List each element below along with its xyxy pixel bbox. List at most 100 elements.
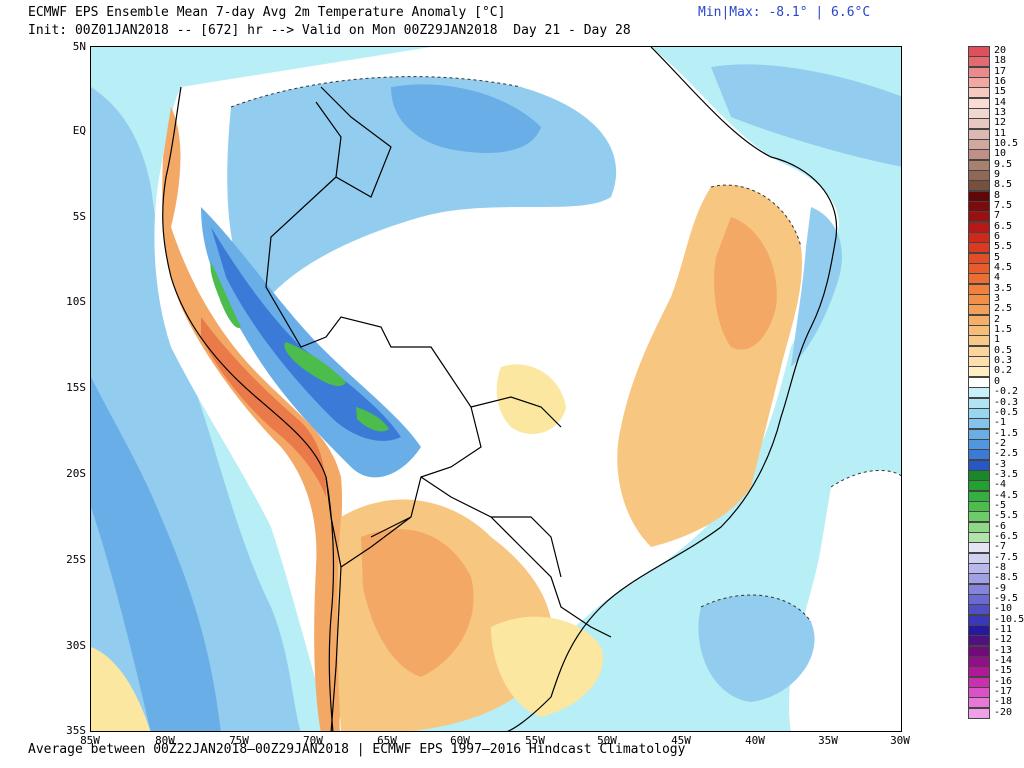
andes-deep-cool <box>211 227 401 441</box>
legend-label: 0.2 <box>994 365 1013 377</box>
legend-label: -3.5 <box>994 468 1019 480</box>
lon-label: 85W <box>80 734 100 747</box>
pacific-warm-patch <box>91 647 151 731</box>
lon-label: 50W <box>597 734 617 747</box>
legend-swatch <box>968 170 990 182</box>
legend-label: 6.5 <box>994 220 1013 232</box>
legend-label: -0.3 <box>994 396 1019 408</box>
legend-label: -1 <box>994 417 1007 429</box>
legend-label: -7 <box>994 541 1007 553</box>
legend-label: -13 <box>994 644 1013 656</box>
legend-swatch <box>968 149 990 161</box>
andes-green-extreme-south <box>284 342 346 387</box>
legend-swatch <box>968 604 990 616</box>
legend-swatch <box>968 56 990 68</box>
legend-label: 8.5 <box>994 179 1013 191</box>
legend-swatch <box>968 676 990 688</box>
lon-label: 40W <box>745 734 765 747</box>
atlantic-blue-patch <box>698 595 815 702</box>
legend-swatch <box>968 118 990 130</box>
pacific-anomaly-deep <box>91 377 221 731</box>
legend-swatch <box>968 273 990 285</box>
legend-label: -3 <box>994 458 1007 470</box>
lat-label: EQ <box>72 124 86 137</box>
legend-swatch <box>968 542 990 554</box>
legend-swatch <box>968 356 990 368</box>
legend-swatch <box>968 108 990 120</box>
legend-label: -6 <box>994 520 1007 532</box>
legend-label: 12 <box>994 117 1007 129</box>
coastal-hot-core <box>201 317 326 497</box>
northeast-coast-cool <box>791 207 842 367</box>
legend-label: 17 <box>994 65 1007 77</box>
lat-label: 35S <box>66 724 86 737</box>
legend-label: 10.5 <box>994 138 1019 150</box>
legend-label: -8.5 <box>994 572 1019 584</box>
legend-label: -20 <box>994 706 1013 718</box>
legend-swatch <box>968 366 990 378</box>
legend-swatch <box>968 387 990 399</box>
amazon-cool-core <box>391 84 541 153</box>
atlantic-pale-region <box>788 470 901 731</box>
legend-label: 0.5 <box>994 344 1013 356</box>
legend-label: -4 <box>994 479 1007 491</box>
atlantic-blue-patch-north <box>711 64 901 167</box>
legend-label: 8 <box>994 189 1001 201</box>
country-borders <box>265 86 612 731</box>
coastal-warm-band <box>162 107 343 731</box>
legend-swatch <box>968 263 990 275</box>
min-max-readout: Min|Max: -8.1° | 6.6°C <box>698 5 871 20</box>
legend-label: 11 <box>994 127 1007 139</box>
legend-label: 1 <box>994 334 1001 346</box>
legend-label: -6.5 <box>994 530 1019 542</box>
east-brazil-warm-core <box>714 217 777 350</box>
lat-label: 25S <box>66 553 86 566</box>
init-valid-subtitle: Init: 00Z01JAN2018 -- [672] hr --> Valid… <box>28 23 631 38</box>
andes-green-extreme-east <box>356 407 389 432</box>
legend-label: -12 <box>994 634 1013 646</box>
legend-label: 10 <box>994 148 1007 160</box>
lat-label: 15S <box>66 381 86 394</box>
legend-swatch <box>968 521 990 533</box>
anomaly-map <box>90 46 902 732</box>
legend-label: -14 <box>994 654 1013 666</box>
legend-label: -0.5 <box>994 406 1019 418</box>
legend-label: 14 <box>994 96 1007 108</box>
legend-swatch <box>968 583 990 595</box>
legend-swatch <box>968 645 990 657</box>
legend-swatch <box>968 614 990 626</box>
legend-label: -15 <box>994 665 1013 677</box>
legend-swatch <box>968 325 990 337</box>
legend-label: -10.5 <box>994 613 1024 625</box>
lon-label: 80W <box>155 734 175 747</box>
legend-swatch <box>968 490 990 502</box>
southern-cone-warm-core <box>361 529 474 677</box>
legend-label: 1.5 <box>994 324 1013 336</box>
legend-swatch <box>968 635 990 647</box>
legend-swatch <box>968 459 990 471</box>
lat-label: 5S <box>72 210 86 223</box>
uruguay-pale-warm <box>491 616 603 717</box>
lat-label: 10S <box>66 295 86 308</box>
legend-label: 15 <box>994 86 1007 98</box>
legend-swatch <box>968 666 990 678</box>
legend-swatch <box>968 511 990 523</box>
legend-swatch <box>968 242 990 254</box>
legend-swatch <box>968 304 990 316</box>
legend-label: -5.5 <box>994 510 1019 522</box>
legend-label: 2 <box>994 313 1001 325</box>
legend-swatch <box>968 139 990 151</box>
lon-label: 30W <box>890 734 910 747</box>
legend-label: -9.5 <box>994 592 1019 604</box>
legend-label: -16 <box>994 675 1013 687</box>
lon-label: 60W <box>450 734 470 747</box>
lat-label: 5N <box>72 40 86 53</box>
legend-swatch <box>968 77 990 88</box>
zero-contour <box>230 76 901 623</box>
legend-label: 3.5 <box>994 282 1013 294</box>
legend-label: -18 <box>994 696 1013 708</box>
legend-swatch <box>968 697 990 709</box>
legend-label: 9 <box>994 169 1001 181</box>
anomaly-map-canvas <box>91 47 901 731</box>
legend-label: 20 <box>994 45 1007 56</box>
